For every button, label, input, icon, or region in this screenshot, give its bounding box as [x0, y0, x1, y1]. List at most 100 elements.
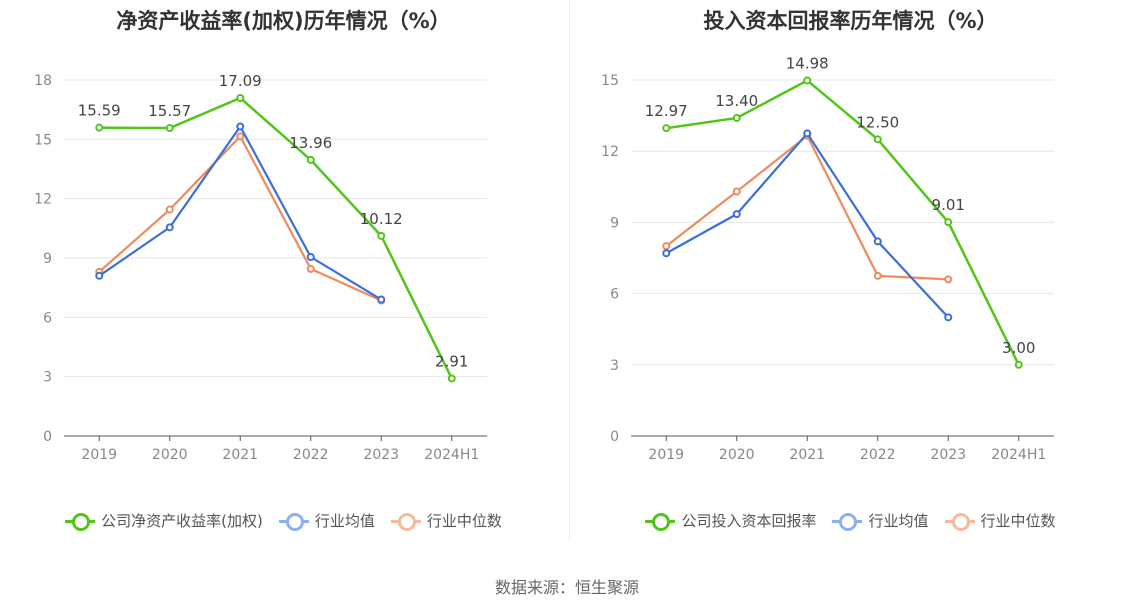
legend-label: 行业中位数 — [426, 512, 502, 530]
data-point — [306, 155, 315, 164]
y-tick-label: 12 — [601, 144, 619, 160]
legend-item[interactable]: 公司投入资本回报率 — [645, 510, 816, 531]
data-point — [306, 264, 315, 273]
y-tick-label: 0 — [43, 429, 52, 445]
data-label: 14.98 — [786, 54, 829, 72]
y-tick-label: 3 — [610, 358, 619, 374]
legend-label: 公司投入资本回报率 — [681, 512, 817, 530]
data-point — [165, 124, 174, 133]
x-tick-label: 2020 — [152, 447, 188, 463]
data-label: 3.00 — [1002, 339, 1035, 357]
y-tick-label: 12 — [34, 192, 52, 208]
data-point — [377, 295, 386, 304]
data-point — [662, 124, 671, 133]
legend-label: 行业均值 — [868, 512, 929, 530]
data-label: 12.97 — [645, 102, 688, 120]
data-label: 9.01 — [932, 196, 965, 214]
data-point — [803, 76, 812, 85]
x-tick-label: 2022 — [293, 447, 329, 463]
data-point — [236, 93, 245, 102]
y-tick-label: 0 — [610, 429, 619, 445]
y-tick-label: 6 — [610, 287, 619, 303]
data-label: 12.50 — [856, 113, 899, 131]
chart-roic: 0 3 6 9 12 15 2019 2020 2021 2022 2023 2024H1 12.97 1… — [601, 54, 1054, 463]
x-tick-label: 2024H1 — [991, 447, 1046, 463]
data-point — [447, 374, 456, 383]
data-point — [165, 223, 174, 232]
series-line — [665, 131, 950, 319]
y-tick-label: 15 — [601, 73, 619, 89]
x-tick-label: 2024H1 — [424, 447, 479, 463]
legend-item[interactable]: 行业中位数 — [390, 510, 502, 531]
y-tick-label: 9 — [43, 251, 52, 267]
data-point — [165, 205, 174, 214]
legend-marker-icon — [944, 512, 975, 531]
legend-label: 公司净资产收益率(加权) — [101, 512, 263, 530]
data-label: 10.12 — [360, 210, 403, 228]
x-tick-label: 2023 — [363, 447, 399, 463]
data-point — [732, 187, 741, 196]
y-tick-label: 15 — [34, 132, 52, 148]
chart-title: 净资产收益率(加权)历年情况（%） — [116, 9, 451, 33]
series-line — [99, 96, 453, 380]
data-label: 13.40 — [715, 92, 758, 110]
data-point — [236, 122, 245, 131]
legend-label: 行业均值 — [314, 512, 375, 530]
data-point — [873, 271, 882, 280]
data-point — [873, 237, 882, 246]
series-line — [98, 124, 382, 301]
legend: 公司净资产收益率(加权) 行业均值 行业中位数 — [0, 510, 567, 531]
data-point — [944, 218, 953, 227]
legend-item[interactable]: 公司净资产收益率(加权) — [65, 510, 263, 531]
chart-title: 投入资本回报率历年情况（%） — [703, 9, 998, 33]
data-point — [732, 210, 741, 219]
legend-marker-icon — [390, 512, 421, 531]
data-label: 15.57 — [148, 102, 191, 120]
x-tick-label: 2022 — [860, 447, 896, 463]
data-label: 2.91 — [435, 352, 468, 370]
x-tick-label: 2020 — [719, 447, 755, 463]
y-tick-label: 6 — [43, 310, 52, 326]
data-label: 15.59 — [78, 102, 121, 120]
chart-panel-roic: 投入资本回报率历年情况（%） 0 3 6 9 12 15 2019 2020 2021 2022 2… — [567, 0, 1134, 560]
data-point — [944, 313, 953, 322]
divider — [569, 0, 570, 540]
data-point — [377, 231, 386, 240]
data-label: 13.96 — [289, 134, 332, 152]
legend-marker-icon — [278, 512, 309, 531]
legend-marker-icon — [832, 512, 863, 531]
data-point — [873, 135, 882, 144]
legend-item[interactable]: 行业中位数 — [944, 510, 1056, 531]
data-point — [95, 123, 104, 132]
data-point — [306, 253, 315, 262]
legend-marker-icon — [645, 512, 676, 531]
chart-panel-roe: 净资产收益率(加权)历年情况（%） 0 3 6 9 12 15 18 2019 2020 2021… — [0, 0, 567, 560]
legend-item[interactable]: 行业均值 — [832, 510, 929, 531]
x-tick-label: 2019 — [81, 447, 117, 463]
y-tick-label: 9 — [610, 215, 619, 231]
y-tick-label: 18 — [34, 73, 52, 89]
data-point — [662, 249, 671, 258]
y-tick-label: 3 — [43, 370, 52, 386]
data-point — [803, 129, 812, 138]
x-tick-label: 2023 — [930, 447, 966, 463]
x-tick-label: 2021 — [789, 447, 825, 463]
x-tick-label: 2019 — [648, 447, 684, 463]
legend-label: 行业中位数 — [980, 512, 1056, 530]
legend-marker-icon — [65, 512, 96, 531]
data-point — [944, 275, 953, 284]
series-line — [665, 134, 949, 281]
x-tick-label: 2021 — [222, 447, 258, 463]
series-line — [98, 134, 382, 302]
data-point — [95, 271, 104, 280]
data-point — [732, 113, 741, 122]
data-point — [662, 242, 671, 251]
data-point — [236, 132, 245, 141]
series-line — [666, 78, 1020, 366]
legend-item[interactable]: 行业均值 — [278, 510, 375, 531]
data-label: 17.09 — [219, 72, 262, 90]
data-point — [1014, 360, 1023, 369]
chart-roe: 0 3 6 9 12 15 18 2019 2020 2021 2022 2023 2024H1 15.5… — [34, 72, 487, 463]
legend: 公司投入资本回报率 行业均值 行业中位数 — [567, 510, 1134, 531]
data-source: 数据来源：恒生聚源 — [494, 578, 639, 597]
